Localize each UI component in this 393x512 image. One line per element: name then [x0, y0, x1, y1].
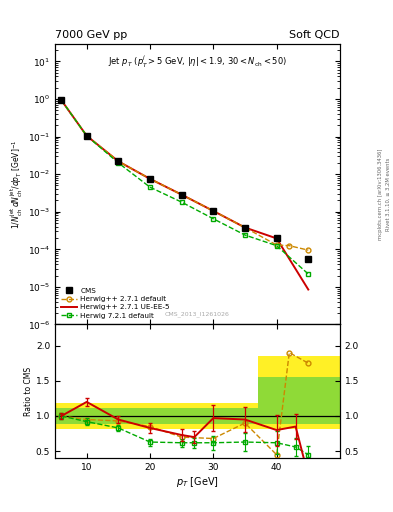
Text: Soft QCD: Soft QCD: [290, 30, 340, 40]
Text: Rivet 3.1.10, ≥ 3.2M events: Rivet 3.1.10, ≥ 3.2M events: [386, 158, 391, 231]
Text: CMS_2013_I1261026: CMS_2013_I1261026: [165, 312, 230, 317]
Text: mcplots.cern.ch [arXiv:1306.3436]: mcplots.cern.ch [arXiv:1306.3436]: [378, 149, 383, 240]
X-axis label: $p_T$ [GeV]: $p_T$ [GeV]: [176, 475, 219, 489]
Legend: CMS, Herwig++ 2.7.1 default, Herwig++ 2.7.1 UE-EE-5, Herwig 7.2.1 default: CMS, Herwig++ 2.7.1 default, Herwig++ 2.…: [59, 286, 172, 321]
Y-axis label: Ratio to CMS: Ratio to CMS: [24, 367, 33, 416]
Y-axis label: $1/N_\mathrm{ch}^\mathrm{jet}\,dN_\mathrm{ch}^\mathrm{jet}/dp_T\;[\mathrm{GeV}]^: $1/N_\mathrm{ch}^\mathrm{jet}\,dN_\mathr…: [9, 139, 25, 229]
Text: Jet $p_T$ ($p_T^j$$>$5 GeV, $|\eta|$$<$1.9, 30$<$$N_\mathrm{ch}$$<$50): Jet $p_T$ ($p_T^j$$>$5 GeV, $|\eta|$$<$1…: [108, 53, 287, 70]
Text: 7000 GeV pp: 7000 GeV pp: [55, 30, 127, 40]
